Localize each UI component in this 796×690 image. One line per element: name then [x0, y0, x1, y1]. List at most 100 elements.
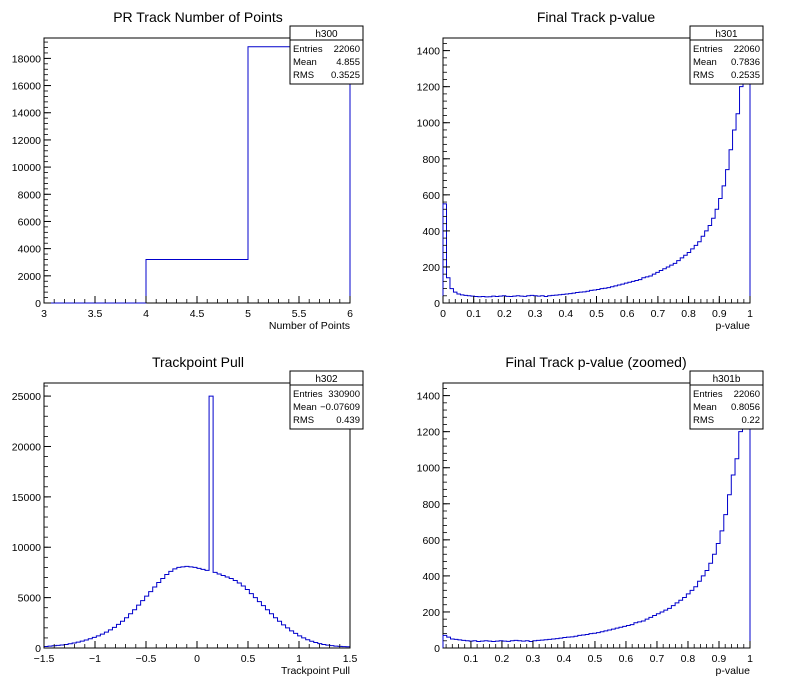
- x-tick-label: 0.6: [620, 308, 635, 320]
- stats-label: RMS: [293, 415, 314, 426]
- stats-value: 22060: [334, 44, 360, 55]
- chart-panel-1: PR Track Number of Points 0 2000 4000 6000 80…: [12, 9, 364, 332]
- x-tick-label: 0: [194, 653, 200, 665]
- x-tick-label: 0.6: [619, 653, 634, 665]
- y-tick-label: 16000: [12, 81, 41, 93]
- x-tick-label: 0.5: [589, 308, 604, 320]
- stats-label: RMS: [693, 70, 714, 81]
- y-tick-label: 4000: [18, 244, 42, 256]
- y-tick-label: 0: [434, 298, 440, 310]
- x-tick-label: 0.5: [241, 653, 256, 665]
- x-tick-label: 0: [440, 308, 446, 320]
- y-tick-label: 600: [422, 535, 440, 547]
- stats-label: Entries: [293, 44, 323, 55]
- histogram-series: [442, 382, 751, 648]
- stats-box-frame: [689, 25, 764, 85]
- x-tick-label: 0.7: [651, 308, 666, 320]
- y-tick-label: 200: [422, 607, 440, 619]
- y-tick-label: 10000: [12, 542, 41, 554]
- chart-title: PR Track Number of Points: [113, 9, 283, 25]
- stats-label: Mean: [693, 57, 717, 68]
- stats-label: RMS: [693, 415, 714, 426]
- y-tick-label: 400: [422, 226, 440, 238]
- y-tick-label: 0: [35, 643, 41, 655]
- stats-label: RMS: [293, 70, 314, 81]
- chart-panel-4: Final Track p-value (zoomed) 0 200 400 600 80…: [417, 354, 764, 677]
- chart-title: Final Track p-value: [537, 9, 655, 25]
- x-tick-label: 6: [347, 308, 353, 320]
- x-tick-label: 0.1: [466, 308, 481, 320]
- stats-value: −0.07609: [320, 402, 360, 413]
- stats-label: Mean: [293, 402, 317, 413]
- y-tick-label: 0: [434, 643, 440, 655]
- y-tick-label: 20000: [12, 441, 41, 453]
- stats-box-frame: [289, 25, 364, 85]
- x-axis-label: p-value: [716, 320, 751, 332]
- x-tick-label: 0.2: [495, 653, 510, 665]
- x-tick-label: 1.5: [343, 653, 358, 665]
- x-tick-label: 0.5: [588, 653, 603, 665]
- x-tick-label: 0.9: [712, 653, 727, 665]
- y-tick-label: 1000: [417, 118, 441, 130]
- y-tick-label: 1000: [417, 463, 441, 475]
- chart-panel-3: Trackpoint Pull 0 5000 10000 15000 20000 25000…: [12, 354, 364, 677]
- stats-label: Mean: [293, 57, 317, 68]
- y-tick-label: 200: [422, 262, 440, 274]
- x-tick-label: 0.8: [681, 653, 696, 665]
- x-tick-label: −0.5: [136, 653, 157, 665]
- x-tick-label: 0.4: [557, 653, 572, 665]
- x-tick-label: 1: [747, 653, 753, 665]
- y-tick-label: 5000: [18, 593, 42, 605]
- x-tick-label: 4.5: [190, 308, 205, 320]
- stats-value: 22060: [734, 44, 760, 55]
- y-tick-label: 800: [422, 154, 440, 166]
- histogram-series: [43, 395, 351, 648]
- y-tick-label: 18000: [12, 53, 41, 65]
- y-tick-label: 8000: [18, 189, 42, 201]
- stats-value: 0.8056: [731, 402, 760, 413]
- stats-value: 330900: [328, 389, 360, 400]
- y-tick-label: 600: [422, 190, 440, 202]
- x-axis-label: Trackpoint Pull: [281, 665, 350, 677]
- x-tick-label: 5.5: [292, 308, 307, 320]
- y-tick-label: 10000: [12, 162, 41, 174]
- y-tick-label: 1400: [417, 46, 441, 58]
- histogram-series: [44, 46, 351, 304]
- chart-title: Final Track p-value (zoomed): [505, 354, 686, 370]
- x-tick-label: 3.5: [88, 308, 103, 320]
- y-tick-label: 15000: [12, 492, 41, 504]
- x-tick-label: 1: [747, 308, 753, 320]
- x-tick-label: 0.2: [497, 308, 512, 320]
- stats-label: Entries: [293, 389, 323, 400]
- x-tick-label: 0.9: [712, 308, 727, 320]
- y-tick-label: 0: [35, 298, 41, 310]
- stats-name: h300: [315, 29, 338, 40]
- x-tick-label: 0.3: [526, 653, 541, 665]
- y-tick-label: 25000: [12, 391, 41, 403]
- stats-value: 0.3525: [331, 70, 360, 81]
- x-tick-label: 5: [245, 308, 251, 320]
- y-tick-label: 1200: [417, 82, 441, 94]
- y-tick-label: 1400: [417, 391, 441, 403]
- x-tick-label: 0.8: [681, 308, 696, 320]
- x-tick-label: 3: [41, 308, 47, 320]
- stats-box: h301 Entries 22060 Mean 0.7836 RMS 0.2535: [689, 25, 764, 85]
- stats-value: 0.439: [336, 415, 360, 426]
- x-tick-label: 4: [143, 308, 149, 320]
- stats-value: 0.7836: [731, 57, 760, 68]
- x-tick-label: −1.5: [34, 653, 55, 665]
- stats-box: h302 Entries 330900 Mean −0.07609 RMS 0.439: [289, 370, 364, 430]
- stats-name: h302: [315, 374, 338, 385]
- stats-name: h301b: [713, 374, 741, 385]
- x-tick-label: 0.1: [464, 653, 479, 665]
- x-axis-label: Number of Points: [269, 320, 350, 332]
- stats-box-frame: [689, 370, 764, 430]
- stats-value: 22060: [734, 389, 760, 400]
- y-tick-label: 800: [422, 499, 440, 511]
- y-tick-label: 6000: [18, 216, 42, 228]
- stats-box: h300 Entries 22060 Mean 4.855 RMS 0.3525: [289, 25, 364, 85]
- chart-title: Trackpoint Pull: [152, 354, 244, 370]
- y-tick-label: 2000: [18, 271, 42, 283]
- y-tick-label: 400: [422, 571, 440, 583]
- x-tick-label: 0.7: [650, 653, 665, 665]
